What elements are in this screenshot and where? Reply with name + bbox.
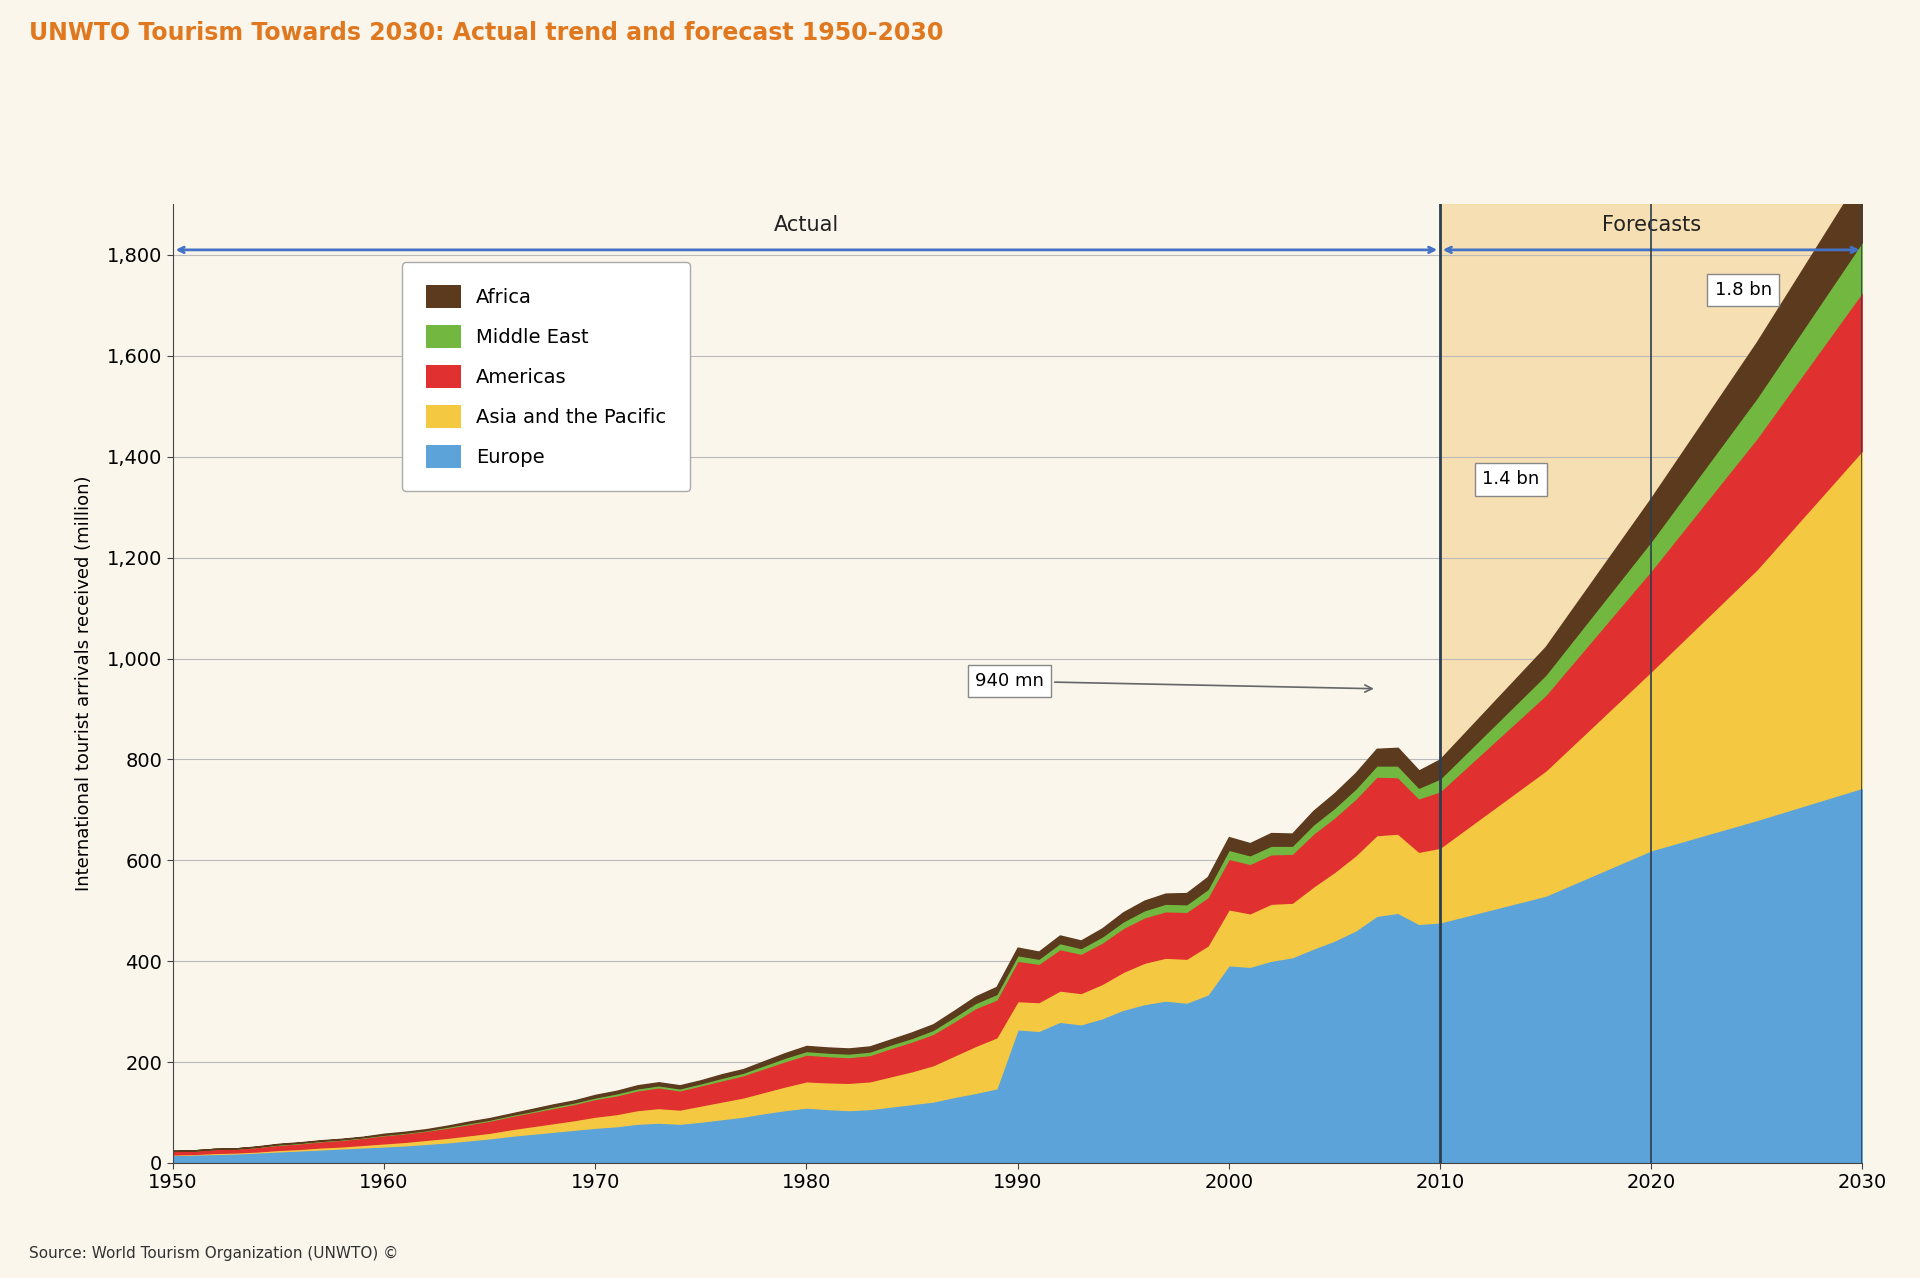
Y-axis label: International tourist arrivals received (million): International tourist arrivals received …	[75, 475, 92, 892]
Text: 940 mn: 940 mn	[975, 672, 1373, 693]
Text: Forecasts: Forecasts	[1601, 215, 1701, 235]
Text: Actual: Actual	[774, 215, 839, 235]
Bar	[1440, 204, 1862, 1163]
Text: 1.8 bn: 1.8 bn	[1715, 281, 1772, 299]
Text: 1.4 bn: 1.4 bn	[1482, 470, 1540, 488]
Legend: Africa, Middle East, Americas, Asia and the Pacific, Europe: Africa, Middle East, Americas, Asia and …	[401, 262, 689, 491]
Text: UNWTO Tourism Towards 2030: Actual trend and forecast 1950-2030: UNWTO Tourism Towards 2030: Actual trend…	[29, 20, 943, 45]
Text: Source: World Tourism Organization (UNWTO) ©: Source: World Tourism Organization (UNWT…	[29, 1246, 397, 1261]
